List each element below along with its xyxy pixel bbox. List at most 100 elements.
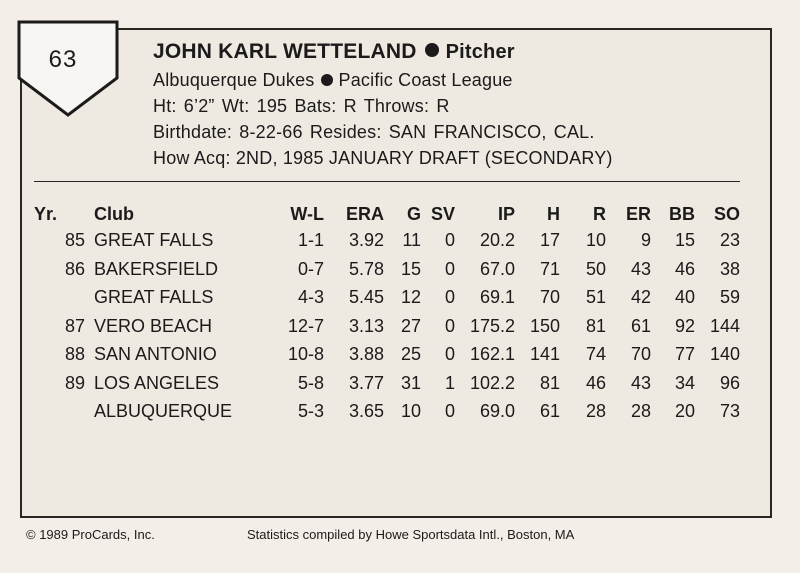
cell-bb: 77 xyxy=(674,344,695,364)
cell-year: 89 xyxy=(64,372,85,393)
cell-er: 28 xyxy=(630,401,651,421)
cell-er: 61 xyxy=(630,315,651,336)
table-row: 88 SAN ANTONIO 10-8 3.88 25 0 162.1 141 74 70 77 14… xyxy=(0,344,800,370)
cell-so: 144 xyxy=(709,315,740,336)
player-name: JOHN KARL WETTELAND xyxy=(153,40,417,63)
cell-era: 3.13 xyxy=(348,315,384,336)
cell-era: 5.78 xyxy=(348,258,384,279)
cell-year: 87 xyxy=(64,315,85,336)
copyright-text: © 1989 ProCards, Inc. xyxy=(26,527,155,542)
cell-bb: 46 xyxy=(674,258,695,279)
cell-era: 3.88 xyxy=(348,344,384,364)
cell-so: 59 xyxy=(719,287,740,307)
cell-sv: 0 xyxy=(444,401,455,421)
cell-club: LOS ANGELES xyxy=(94,372,220,393)
cell-club: GREAT FALLS xyxy=(94,230,214,250)
cell-h: 81 xyxy=(539,372,560,393)
cell-club: GREAT FALLS xyxy=(94,287,214,307)
player-position: Pitcher xyxy=(445,41,515,63)
header-ip: IP xyxy=(497,204,515,224)
divider xyxy=(34,181,740,182)
cell-h: 71 xyxy=(539,258,560,279)
cell-r: 46 xyxy=(585,372,606,393)
cell-wl: 12-7 xyxy=(287,315,324,336)
cell-r: 50 xyxy=(585,258,606,279)
cell-g: 11 xyxy=(402,230,421,250)
cell-sv: 0 xyxy=(444,315,455,336)
header-era: ERA xyxy=(345,204,384,224)
cell-club: ALBUQUERQUE xyxy=(94,401,233,421)
bullet-icon xyxy=(320,73,333,86)
cell-era: 3.92 xyxy=(348,230,384,250)
cell-bb: 34 xyxy=(674,372,695,393)
cell-g: 10 xyxy=(400,401,421,421)
cell-year: 88 xyxy=(64,344,85,364)
header-club: Club xyxy=(94,204,134,224)
team-line: Albuquerque Dukes Pacific Coast League xyxy=(153,70,513,91)
cell-r: 81 xyxy=(585,315,606,336)
name-line: JOHN KARL WETTELAND Pitcher xyxy=(153,40,515,64)
cell-g: 12 xyxy=(400,287,421,307)
cell-r: 74 xyxy=(585,344,606,364)
cell-wl: 5-3 xyxy=(297,401,324,421)
cell-ip: 162.1 xyxy=(469,344,515,364)
cell-ip: 67.0 xyxy=(479,258,515,279)
cell-g: 27 xyxy=(400,315,421,336)
cell-r: 51 xyxy=(585,287,606,307)
cell-so: 73 xyxy=(719,401,740,421)
cell-er: 9 xyxy=(640,230,651,250)
table-row: GREAT FALLS 4-3 5.45 12 0 69.1 70 51 42 40 59 xyxy=(0,287,800,313)
cell-year: 85 xyxy=(64,230,85,250)
header-er: ER xyxy=(625,204,651,224)
home-plate-icon xyxy=(17,20,119,117)
header-so: SO xyxy=(713,204,740,224)
cell-era: 5.45 xyxy=(348,287,384,307)
cell-club: SAN ANTONIO xyxy=(94,344,217,364)
cell-h: 141 xyxy=(529,344,560,364)
cell-wl: 5-8 xyxy=(297,372,324,393)
cell-er: 42 xyxy=(630,287,651,307)
cell-er: 43 xyxy=(630,372,651,393)
cell-year: 86 xyxy=(64,258,85,279)
card-number-badge: 63 xyxy=(17,20,121,118)
cell-g: 31 xyxy=(400,372,421,393)
table-row: 87 VERO BEACH 12-7 3.13 27 0 175.2 150 81 61 92 144 xyxy=(0,316,800,342)
cell-ip: 175.2 xyxy=(469,315,515,336)
header-r: R xyxy=(593,204,606,224)
cell-so: 38 xyxy=(719,258,740,279)
table-row: 86 BAKERSFIELD 0-7 5.78 15 0 67.0 71 50 43 46 38 xyxy=(0,259,800,285)
cell-sv: 0 xyxy=(444,258,455,279)
header-wl: W-L xyxy=(290,204,324,224)
header-bb: BB xyxy=(669,204,695,224)
cell-ip: 69.1 xyxy=(479,287,515,307)
cell-er: 70 xyxy=(630,344,651,364)
cell-so: 140 xyxy=(709,344,740,364)
cell-wl: 1-1 xyxy=(297,230,324,250)
cell-g: 15 xyxy=(400,258,421,279)
cell-ip: 102.2 xyxy=(469,372,515,393)
cell-g: 25 xyxy=(400,344,421,364)
cell-bb: 20 xyxy=(674,401,695,421)
cell-er: 43 xyxy=(630,258,651,279)
cell-sv: 0 xyxy=(444,287,455,307)
card-number: 63 xyxy=(48,46,78,73)
header-year: Yr. xyxy=(34,204,58,224)
birth-line: Birthdate: 8-22-66 Resides: SAN FRANCISC… xyxy=(153,122,595,142)
header-g: G xyxy=(406,204,421,224)
cell-sv: 0 xyxy=(444,344,455,364)
cell-bb: 92 xyxy=(674,315,695,336)
cell-so: 96 xyxy=(719,372,740,393)
cell-h: 17 xyxy=(539,230,560,250)
card-frame xyxy=(20,28,772,518)
physical-line: Ht: 6’2” Wt: 195 Bats: R Throws: R xyxy=(153,96,450,116)
stats-header-row: Yr. Club W-L ERA G SV IP H R ER BB SO xyxy=(0,204,800,230)
cell-r: 10 xyxy=(585,230,606,250)
table-row: 85 GREAT FALLS 1-1 3.92 11 0 20.2 17 10 9 15 23 xyxy=(0,230,800,256)
cell-h: 150 xyxy=(529,315,560,336)
header-sv: SV xyxy=(430,204,455,224)
acquisition-line: How Acq: 2ND, 1985 JANUARY DRAFT (SECOND… xyxy=(153,148,613,168)
cell-ip: 69.0 xyxy=(479,401,515,421)
cell-r: 28 xyxy=(585,401,606,421)
cell-ip: 20.2 xyxy=(479,230,515,250)
cell-club: BAKERSFIELD xyxy=(94,258,219,279)
